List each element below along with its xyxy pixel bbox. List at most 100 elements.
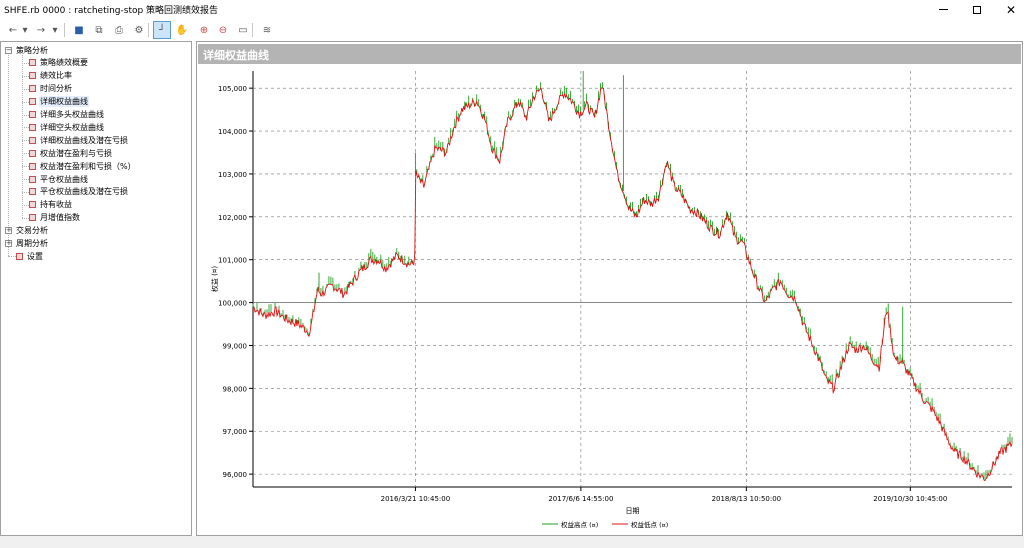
- tree-guide-line: [22, 75, 29, 77]
- crosshair-icon[interactable]: ┘: [153, 21, 171, 39]
- tree-item-label: 策略分析: [16, 45, 48, 55]
- hand-pan-icon[interactable]: ✋: [175, 24, 189, 36]
- report-icon: [29, 59, 36, 67]
- tree-guide-line: [22, 140, 29, 142]
- close-button[interactable]: ✕: [994, 0, 1024, 19]
- legend-entry: 权益高点 (¤): [561, 520, 598, 529]
- tree-item-report[interactable]: 策略绩效概要: [29, 57, 89, 69]
- report-pane: 详细权益曲线 96,000 97,000 98,000 99,000 100,000 10…: [196, 41, 1023, 536]
- y-tick-label: 104,000: [218, 128, 247, 136]
- y-tick-label: 103,000: [218, 171, 247, 179]
- maximize-button[interactable]: [960, 0, 994, 19]
- tree-item-label: 月增值指数: [40, 213, 80, 223]
- panel-title: 详细权益曲线: [198, 44, 1021, 64]
- tree-item-label: 平仓权益曲线: [40, 174, 88, 184]
- status-bar: [0, 536, 1024, 548]
- settings-icon[interactable]: ⚙: [134, 24, 144, 36]
- tree-item-report[interactable]: 详细权益曲线: [29, 96, 89, 108]
- zoom-fit-icon[interactable]: ▭: [238, 24, 248, 36]
- dropdown-icon[interactable]: ▾: [22, 24, 28, 36]
- toolbar-separator: [252, 23, 253, 37]
- y-tick-label: 101,000: [218, 257, 247, 265]
- legend-entry: 权益低点 (¤): [631, 520, 668, 529]
- report-icon: [29, 175, 36, 183]
- series-line-equity-high: [252, 71, 1013, 481]
- tree-item-report[interactable]: 权益潜在盈利和亏损（%）: [29, 160, 137, 172]
- minimize-icon: [938, 9, 948, 10]
- tree-item-label: 设置: [27, 251, 43, 261]
- toolbar-separator: [148, 23, 149, 37]
- tree-item-group[interactable]: + 周期分析: [5, 238, 49, 250]
- tree-guide-line: [22, 204, 29, 206]
- tree-item-label: 详细空头权益曲线: [40, 122, 104, 132]
- tree-item-label: 策略绩效概要: [40, 58, 88, 68]
- report-icon: [29, 201, 36, 209]
- report-icon: [29, 98, 36, 106]
- expand-icon[interactable]: +: [5, 239, 12, 247]
- tree-guide-line: [8, 256, 16, 258]
- tree-item-report[interactable]: 月增值指数: [29, 212, 81, 224]
- collapse-icon[interactable]: −: [5, 45, 12, 54]
- y-tick-label: 96,000: [223, 471, 248, 479]
- x-tick-label: 2018/8/13 10:50:00: [712, 495, 782, 503]
- tree-item-report[interactable]: 详细权益曲线及潜在亏损: [29, 134, 129, 146]
- chart-style-icon[interactable]: ≋: [262, 24, 272, 36]
- zoom-out-icon[interactable]: ⊖: [218, 24, 228, 36]
- series-line-equity-low: [252, 86, 1013, 482]
- maximize-icon: [973, 5, 981, 14]
- title-bar: SHFE.rb 0000 : ratcheting-stop 策略回测绩效报告 …: [0, 0, 1024, 19]
- tree-item-strategy-analysis[interactable]: − 策略分析: [5, 44, 49, 56]
- expand-icon[interactable]: +: [5, 226, 12, 235]
- tree-item-label: 详细权益曲线: [39, 96, 89, 108]
- tree-item-label: 详细权益曲线及潜在亏损: [40, 135, 128, 145]
- report-icon: [29, 149, 36, 157]
- report-icon: [29, 136, 36, 144]
- zoom-in-icon[interactable]: ⊕: [199, 24, 209, 36]
- tree-item-report[interactable]: 详细多头权益曲线: [29, 109, 105, 121]
- equity-chart[interactable]: 96,000 97,000 98,000 99,000 100,000 101,000 10…: [197, 65, 1022, 535]
- x-tick-label: 2016/3/21 10:45:00: [381, 495, 451, 503]
- tree-guide-line: [22, 217, 29, 219]
- save-icon[interactable]: ■: [74, 24, 84, 36]
- tree-item-group[interactable]: + 交易分析: [5, 225, 49, 237]
- window-title: SHFE.rb 0000 : ratcheting-stop 策略回测绩效报告: [4, 6, 219, 16]
- report-icon: [29, 123, 36, 131]
- tree-item-label: 时间分析: [40, 84, 72, 94]
- x-axis-label: 日期: [626, 507, 640, 515]
- report-icon: [29, 111, 36, 118]
- tree-item-report[interactable]: 持有收益: [29, 199, 73, 211]
- tree-item-settings[interactable]: 设置: [16, 250, 44, 262]
- report-icon: [29, 162, 36, 170]
- toolbar: ← ▾ → ▾ ■ ⧉ ⎙ ⚙ ┘ ✋ ⊕ ⊖ ▭ ≋: [0, 19, 1024, 41]
- tree-item-report[interactable]: 详细空头权益曲线: [29, 121, 105, 133]
- tree-guide-line: [8, 55, 9, 257]
- forward-icon[interactable]: →: [36, 24, 46, 36]
- tree-item-report[interactable]: 绩效比率: [29, 70, 73, 82]
- tree-item-label: 持有收益: [40, 200, 72, 210]
- back-icon[interactable]: ←: [8, 24, 18, 36]
- tree-item-label: 平仓权益曲线及潜在亏损: [40, 187, 128, 197]
- tree-item-report[interactable]: 权益潜在盈利与亏损: [29, 147, 113, 159]
- navigation-tree: − 策略分析策略绩效概要 绩效比率时间分析详细权益曲线详细多头权益曲线 详细空头权益曲…: [0, 41, 192, 536]
- tree-guide-line: [22, 88, 29, 90]
- tree-item-report[interactable]: 时间分析: [29, 83, 73, 95]
- tree-item-label: 权益潜在盈利与亏损: [40, 148, 112, 158]
- tree-guide-line: [22, 191, 29, 193]
- minimize-button[interactable]: [926, 0, 960, 19]
- tree-guide-line: [22, 114, 29, 116]
- tree-item-report[interactable]: 平仓权益曲线及潜在亏损: [29, 186, 129, 198]
- tree-item-label: 详细多头权益曲线: [40, 110, 104, 119]
- x-tick-label: 2019/10/30 10:45:00: [873, 495, 947, 503]
- tree-item-label: 绩效比率: [40, 71, 72, 81]
- print-icon[interactable]: ⎙: [115, 24, 123, 36]
- report-icon: [29, 85, 36, 93]
- tree-item-report[interactable]: 平仓权益曲线: [29, 173, 89, 185]
- y-tick-label: 105,000: [218, 85, 247, 93]
- tree-guide-line: [22, 127, 29, 129]
- dropdown-icon[interactable]: ▾: [52, 24, 58, 36]
- copy-icon[interactable]: ⧉: [95, 24, 103, 36]
- tree-guide-line: [22, 55, 23, 218]
- tree-item-label: 交易分析: [16, 226, 48, 236]
- y-tick-label: 99,000: [223, 342, 248, 350]
- y-tick-label: 100,000: [218, 300, 247, 308]
